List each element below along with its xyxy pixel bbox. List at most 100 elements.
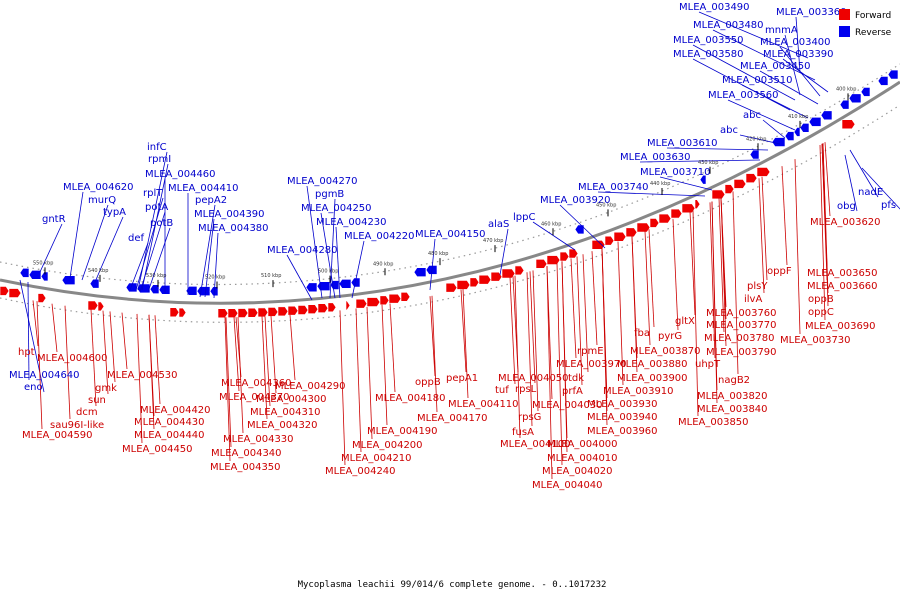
label-leader <box>559 204 606 249</box>
forward-gene-arrow <box>257 307 269 318</box>
label-leader <box>692 210 699 417</box>
reverse-gene-label: MLEA_003580 <box>673 49 744 60</box>
label-leader <box>597 191 706 197</box>
reverse-gene-label: potA <box>145 202 168 213</box>
forward-gene-label: MLEA_004430 <box>134 417 205 428</box>
forward-gene-label: gltX <box>675 316 695 327</box>
label-leader <box>795 16 801 73</box>
label-leader <box>582 254 589 373</box>
label-leader <box>849 149 879 198</box>
label-leader <box>784 34 801 96</box>
reverse-gene-arrow <box>749 149 760 160</box>
forward-gene-label: MLEA_003900 <box>617 373 688 384</box>
label-leader <box>462 289 469 399</box>
label-leader <box>366 306 373 440</box>
kbp-tick-label: 520 kbp <box>205 275 225 281</box>
label-leader <box>121 312 128 370</box>
forward-gene-arrow <box>267 307 279 317</box>
label-leader <box>90 309 97 407</box>
reverse-gene-label: MLEA_004620 <box>63 182 134 193</box>
forward-gene-label: MLEA_004210 <box>341 453 412 464</box>
forward-gene-arrow <box>501 268 516 279</box>
forward-gene-label: MLEA_003620 <box>810 217 881 228</box>
forward-gene-arrow <box>456 280 471 290</box>
kbp-tick-label: 480 kbp <box>428 251 448 257</box>
reverse-gene-label: def <box>128 233 145 244</box>
reverse-gene-arrow <box>209 286 219 297</box>
label-leader <box>199 204 216 298</box>
label-leader <box>546 266 553 400</box>
label-leader <box>759 70 819 105</box>
forward-gene-arrow <box>87 300 99 311</box>
label-leader <box>532 270 539 412</box>
label-leader <box>27 281 30 381</box>
genome-caption: Mycoplasma leachii 99/014/6 complete gen… <box>298 580 607 590</box>
label-leader <box>137 151 168 291</box>
label-leader <box>712 29 816 81</box>
reverse-gene-arrow <box>839 99 850 110</box>
forward-gene-label: MLEA_004180 <box>375 393 446 404</box>
label-leader <box>32 300 39 347</box>
forward-gene-arrow <box>37 293 47 303</box>
label-leader <box>529 271 536 384</box>
label-leader <box>270 316 277 394</box>
kbp-tick-label: 510 kbp <box>261 273 281 279</box>
label-leader <box>429 238 436 291</box>
kbp-tick-label: 470 kbp <box>483 238 503 244</box>
forward-gene-arrow <box>841 119 856 130</box>
reverse-gene-arrow <box>799 123 810 133</box>
label-leader <box>732 191 739 375</box>
label-leader <box>109 311 116 383</box>
forward-gene-arrow <box>559 251 570 262</box>
forward-gene-label: MLEA_004600 <box>37 353 108 364</box>
forward-gene-label: gmk <box>95 383 117 394</box>
reverse-gene-arrow <box>185 286 198 296</box>
genome-backbone <box>0 80 900 305</box>
forward-gene-arrow <box>694 199 701 210</box>
label-leader <box>335 226 341 299</box>
forward-gene-label: MLEA_004330 <box>223 434 294 445</box>
reverse-gene-label: MLEA_004380 <box>198 223 269 234</box>
forward-gene-arrow <box>8 288 22 298</box>
reverse-gene-label: MLEA_004280 <box>267 245 338 256</box>
label-leader <box>339 310 346 466</box>
forward-gene-label: dcm <box>76 407 98 418</box>
forward-gene-label: MLEA_004300 <box>256 394 327 405</box>
reverse-gene-label: MLEA_004390 <box>194 209 265 220</box>
label-leader <box>460 289 467 373</box>
kbp-tick-label: 540 kbp <box>88 268 108 274</box>
reverse-gene-label: obg <box>837 201 856 212</box>
label-leader <box>644 230 651 346</box>
forward-gene-label: MLEA_004320 <box>247 420 318 431</box>
reverse-gene-arrow <box>771 137 786 147</box>
forward-gene-label: MLEA_003730 <box>780 335 851 346</box>
label-leader <box>591 251 598 346</box>
kbp-tick-label: 550 kbp <box>33 260 53 266</box>
kbp-tick-label: 490 kbp <box>373 261 393 267</box>
reverse-gene-label: typA <box>103 207 126 218</box>
forward-gene-label: MLEA_004450 <box>122 444 193 455</box>
label-leader <box>561 261 568 453</box>
forward-gene-label: fba <box>634 328 650 339</box>
reverse-gene-label: lppC <box>513 212 535 223</box>
label-leader <box>570 258 577 359</box>
label-leader <box>576 256 583 386</box>
forward-gene-arrow <box>745 173 758 183</box>
reverse-gene-arrow <box>125 282 138 293</box>
forward-gene-arrow <box>307 304 319 314</box>
forward-gene-label: MLEA_004050 <box>498 373 569 384</box>
forward-gene-arrow <box>379 295 390 306</box>
forward-gene-label: MLEA_003930 <box>587 399 658 410</box>
forward-gene-label: tdk <box>568 373 584 384</box>
forward-gene-arrow <box>711 189 726 200</box>
label-leader <box>355 308 362 453</box>
reverse-gene-label: murQ <box>88 195 116 206</box>
forward-gene-arrow <box>366 297 381 307</box>
forward-gene-label: oppF <box>767 266 792 277</box>
label-leader <box>718 198 725 333</box>
label-leader <box>289 314 296 381</box>
reverse-gene-label: MLEA_004150 <box>415 229 486 240</box>
forward-gene-arrow <box>0 286 10 296</box>
kbp-tick-label: 400 kbp <box>836 86 856 92</box>
